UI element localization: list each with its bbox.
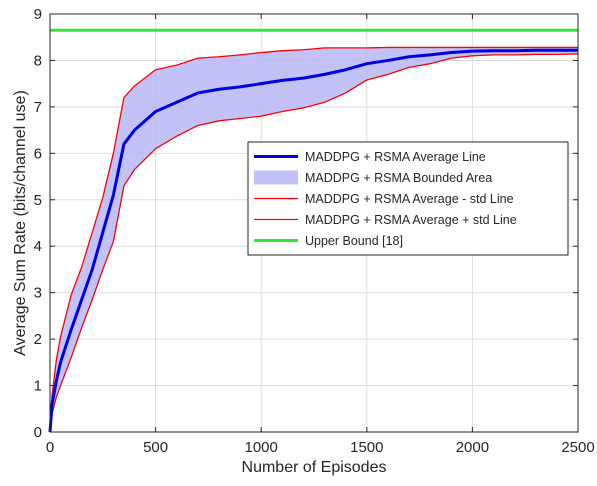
x-axis-label: Number of Episodes: [242, 459, 387, 476]
plot-frame: [49, 13, 579, 433]
legend-label: MADDPG + RSMA Average Line: [305, 150, 486, 164]
x-tick-label: 1500: [350, 439, 383, 456]
legend-label: MADDPG + RSMA Average + std Line: [305, 213, 517, 227]
y-tick-label: 4: [34, 238, 42, 255]
series-lines: [48, 28, 579, 433]
legend-label: MADDPG + RSMA Average - std Line: [305, 192, 514, 206]
axis-ticks: 0 500 1000 1500 2000 2500 0 1 2 3 4 5 6 7 8 9: [34, 6, 595, 456]
y-axis-label: Average Sum Rate (bits/channel use): [12, 90, 29, 356]
y-tick-label: 9: [34, 6, 42, 23]
x-tick-label: 1000: [245, 439, 278, 456]
y-tick-label: 7: [34, 99, 42, 116]
series-plus-std-line: [49, 46, 578, 433]
series-minus-std-line: [49, 53, 579, 433]
legend-swatch-area: [254, 170, 298, 185]
x-tick-label: 500: [143, 439, 168, 456]
y-tick-label: 2: [34, 331, 42, 348]
legend: MADDPG + RSMA Average Line MADDPG + RSMA …: [247, 141, 569, 256]
y-tick-label: 6: [34, 145, 42, 162]
x-tick-label: 0: [46, 439, 54, 456]
x-tick-label: 2500: [561, 439, 594, 456]
y-tick-label: 1: [34, 378, 42, 395]
series-average-line: [48, 48, 578, 433]
y-tick-label: 3: [34, 285, 42, 302]
legend-label: MADDPG + RSMA Bounded Area: [305, 171, 492, 185]
y-tick-label: 0: [34, 424, 42, 441]
legend-label: Upper Bound [18]: [305, 234, 403, 248]
y-tick-label: 5: [34, 192, 42, 209]
y-tick-label: 8: [34, 52, 42, 69]
legend-items: MADDPG + RSMA Average Line MADDPG + RSMA …: [254, 150, 517, 248]
x-tick-label: 2000: [456, 439, 489, 456]
legend-box: [247, 141, 569, 256]
